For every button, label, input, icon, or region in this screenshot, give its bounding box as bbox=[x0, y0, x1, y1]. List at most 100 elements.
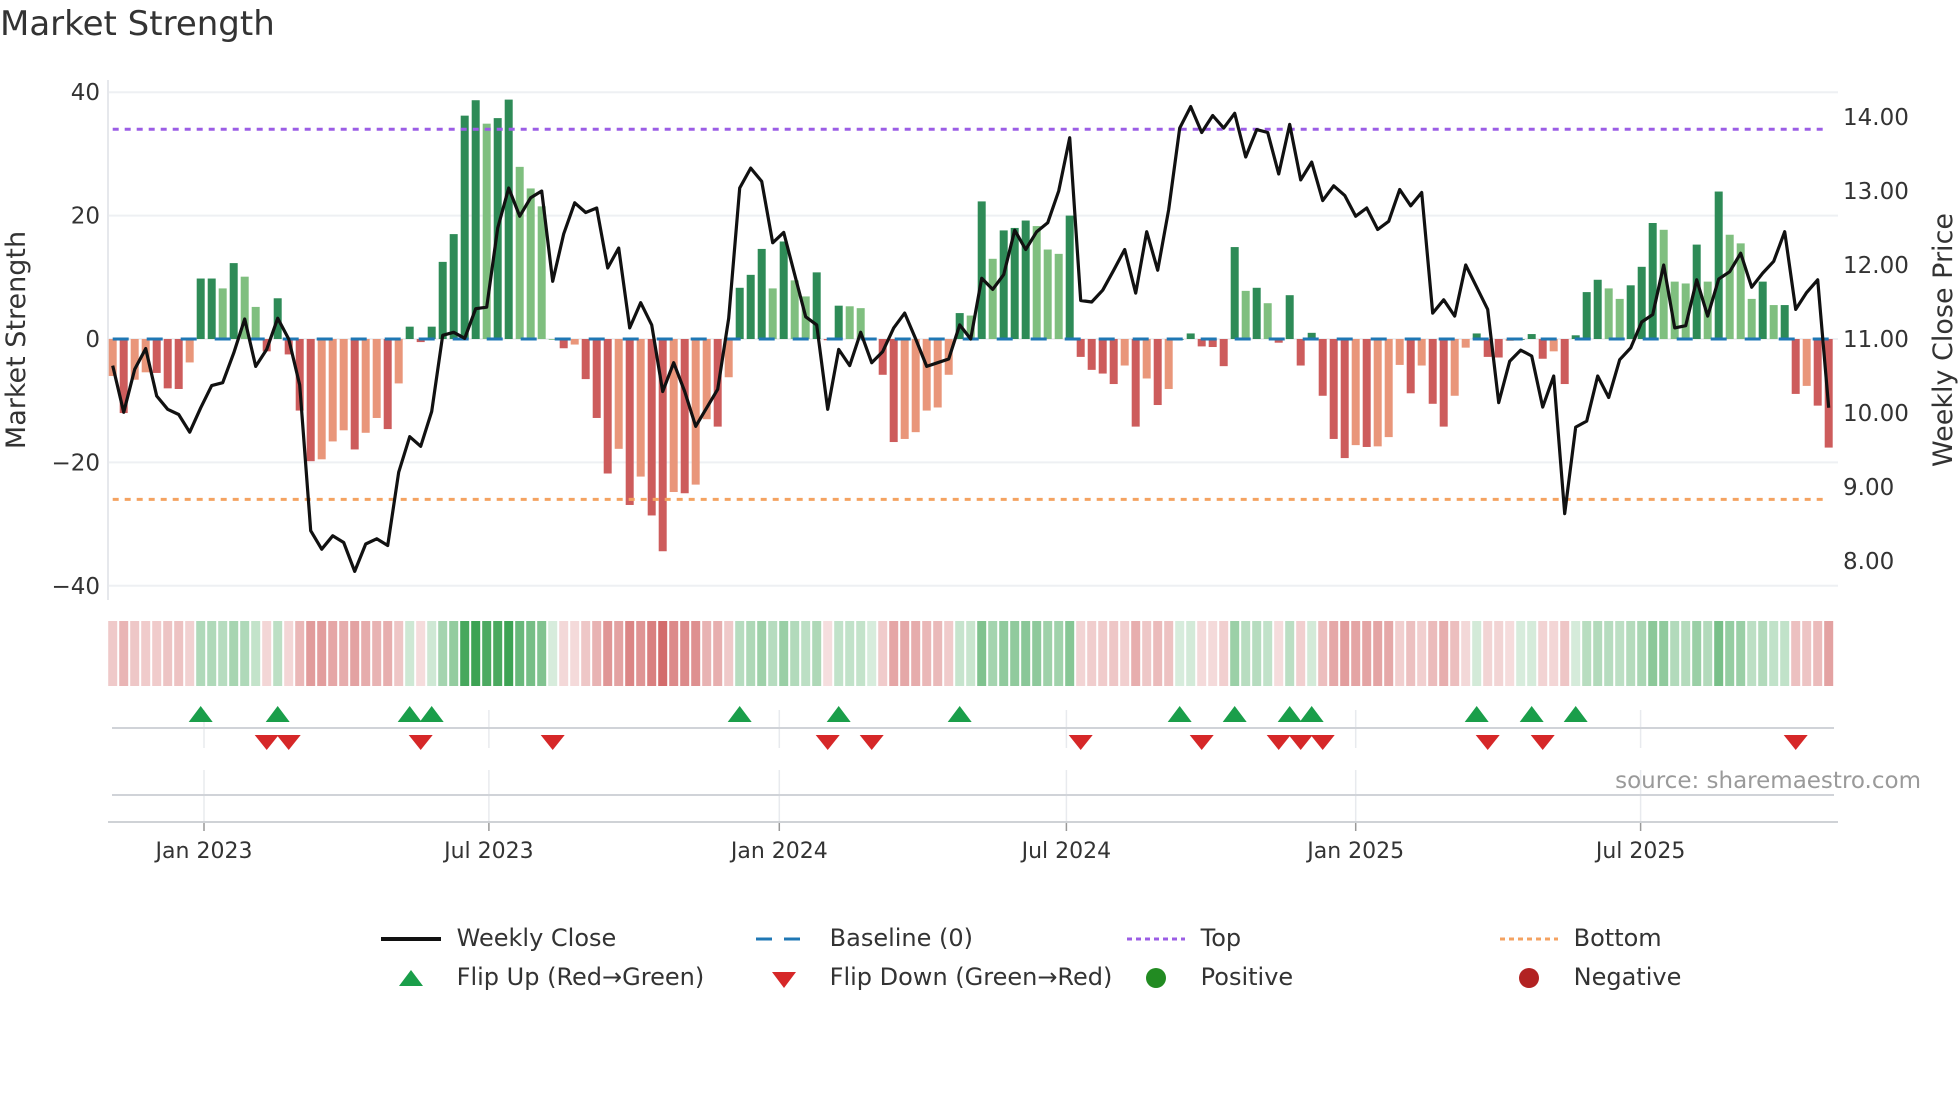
strength-heat-cell bbox=[427, 621, 437, 686]
strength-heat-cell bbox=[1494, 621, 1504, 686]
strength-bar bbox=[317, 339, 326, 460]
strength-bar bbox=[1593, 279, 1602, 339]
strength-heat-cell bbox=[1483, 621, 1493, 686]
strength-bar bbox=[1120, 339, 1129, 366]
strength-heat-cell bbox=[1604, 621, 1614, 686]
strength-bar bbox=[163, 339, 172, 389]
source-credit: source: sharemaestro.com bbox=[1615, 768, 1921, 794]
strength-bar bbox=[1494, 339, 1503, 358]
weekly-close-line bbox=[111, 104, 1831, 574]
strength-heat-cell bbox=[911, 621, 921, 686]
flip-down-marker bbox=[1783, 735, 1808, 750]
strength-bar bbox=[735, 287, 744, 339]
strength-heat-cell bbox=[1439, 621, 1449, 686]
flip-up-marker bbox=[826, 706, 851, 722]
strength-bar bbox=[1241, 290, 1250, 339]
strength-bar bbox=[1659, 229, 1668, 339]
strength-heat-cell bbox=[141, 621, 151, 686]
flip-down-marker bbox=[815, 735, 840, 750]
strength-heat-cell bbox=[1571, 621, 1581, 686]
strength-bar bbox=[702, 339, 711, 420]
strength-heat-cell bbox=[1813, 621, 1823, 686]
strength-heat-cell bbox=[1274, 621, 1284, 686]
strength-heat-cell bbox=[1142, 621, 1152, 686]
flip-up-marker bbox=[419, 706, 444, 722]
legend-label: Top bbox=[1200, 924, 1242, 952]
strength-heat-cell bbox=[1164, 621, 1174, 686]
strength-bar bbox=[1527, 334, 1536, 339]
line-solid-icon bbox=[381, 937, 441, 941]
strength-heat-cell bbox=[416, 621, 426, 686]
strength-heat-cell bbox=[1802, 621, 1812, 686]
flip-down-marker bbox=[1475, 735, 1500, 750]
dot-red-icon bbox=[1519, 968, 1539, 988]
strength-bar bbox=[1703, 281, 1712, 339]
strength-bar bbox=[1769, 305, 1778, 339]
strength-heat-cell bbox=[724, 621, 734, 686]
strength-heat-cell bbox=[603, 621, 613, 686]
strength-heat-cell bbox=[1527, 621, 1537, 686]
strength-bar bbox=[1054, 253, 1063, 339]
strength-bar bbox=[1076, 339, 1085, 357]
strength-heat-cell bbox=[834, 621, 844, 686]
strength-heat-cell bbox=[867, 621, 877, 686]
strength-heat-cell bbox=[625, 621, 635, 686]
strength-heat-cell bbox=[1560, 621, 1570, 686]
strength-bar bbox=[1615, 298, 1624, 339]
flip-down-marker bbox=[408, 735, 433, 750]
strength-bar bbox=[856, 308, 865, 339]
strength-heat-cell bbox=[1681, 621, 1691, 686]
strength-heat-cell bbox=[1109, 621, 1119, 686]
strength-heat-cell bbox=[383, 621, 393, 686]
strength-heat-cell bbox=[515, 621, 525, 686]
flip-down-marker bbox=[1310, 735, 1335, 750]
strength-bar bbox=[1483, 339, 1492, 357]
strength-bar bbox=[350, 339, 359, 450]
strength-heat-cell bbox=[746, 621, 756, 686]
strength-heat-cell bbox=[1637, 621, 1647, 686]
chart-title: Market Strength bbox=[0, 4, 275, 44]
x-tick-label: Jan 2025 bbox=[1305, 839, 1404, 864]
strength-heat-cell bbox=[504, 621, 514, 686]
strength-bar bbox=[306, 339, 315, 462]
flip-up-marker bbox=[947, 706, 972, 722]
strength-heat-cell bbox=[1505, 621, 1515, 686]
strength-bar bbox=[1219, 339, 1228, 367]
strength-heat-cell bbox=[1824, 621, 1834, 686]
strength-bar bbox=[658, 339, 667, 552]
strength-bar bbox=[1692, 244, 1701, 339]
y-tick-label: 0 bbox=[85, 327, 100, 353]
strength-heat-cell bbox=[1703, 621, 1713, 686]
strength-bar bbox=[1274, 339, 1283, 343]
flip-down-marker bbox=[1288, 735, 1313, 750]
strength-bar bbox=[570, 339, 579, 345]
strength-bar bbox=[988, 258, 997, 339]
strength-bar bbox=[1736, 243, 1745, 339]
strength-bar bbox=[1208, 339, 1217, 348]
strength-bar bbox=[1230, 247, 1239, 339]
strength-bar bbox=[592, 339, 601, 418]
strength-bar bbox=[878, 339, 887, 375]
legend-item-negative: Negative bbox=[1498, 963, 1681, 991]
strength-bar bbox=[394, 339, 403, 384]
flip-up-marker bbox=[1167, 706, 1192, 722]
strength-heat-cell bbox=[207, 621, 217, 686]
strength-heat-cell bbox=[295, 621, 305, 686]
legend-label: Flip Down (Green→Red) bbox=[829, 963, 1113, 991]
y-tick-label: −40 bbox=[51, 574, 100, 600]
strength-bar bbox=[1362, 339, 1371, 447]
strength-bar bbox=[328, 339, 337, 442]
strength-bar bbox=[1098, 339, 1107, 374]
strength-bar bbox=[1373, 339, 1382, 447]
flip-up-marker bbox=[1464, 706, 1489, 722]
strength-heat-cell bbox=[548, 621, 558, 686]
dot-green-icon bbox=[1146, 968, 1166, 988]
strength-bar bbox=[1582, 292, 1591, 339]
strength-heat-cell bbox=[1263, 621, 1273, 686]
strength-heat-cell bbox=[1406, 621, 1416, 686]
strength-heat-cell bbox=[1461, 621, 1471, 686]
strength-heat-cell bbox=[1593, 621, 1603, 686]
strength-heat-cell bbox=[559, 621, 569, 686]
strength-bar bbox=[1802, 339, 1811, 386]
strength-bar bbox=[152, 339, 161, 373]
